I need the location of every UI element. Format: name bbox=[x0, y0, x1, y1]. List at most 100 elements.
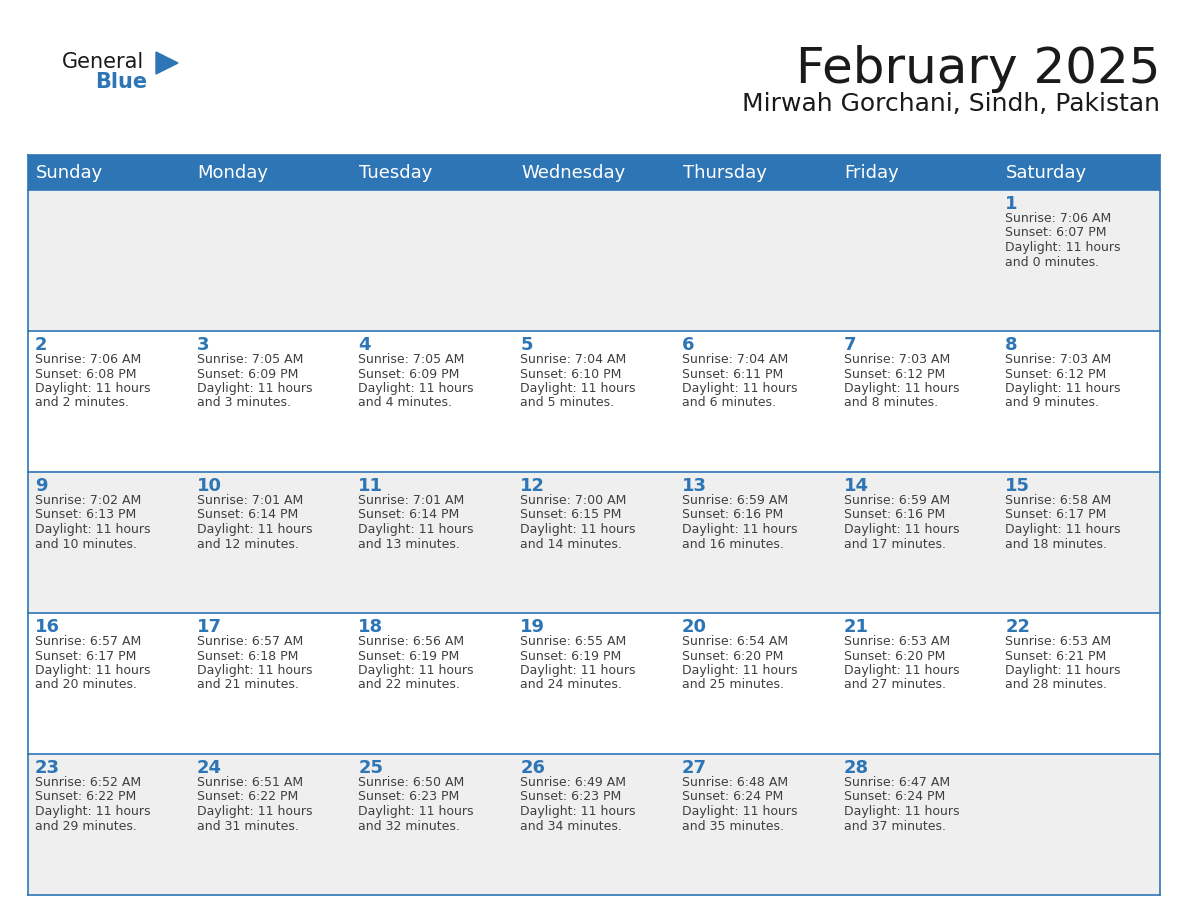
Text: and 20 minutes.: and 20 minutes. bbox=[34, 678, 137, 691]
Text: Sunset: 6:21 PM: Sunset: 6:21 PM bbox=[1005, 650, 1106, 663]
Bar bbox=[29, 155, 1159, 190]
Text: Sunrise: 7:05 AM: Sunrise: 7:05 AM bbox=[359, 353, 465, 366]
Text: 3: 3 bbox=[197, 336, 209, 354]
Text: Daylight: 11 hours: Daylight: 11 hours bbox=[197, 382, 312, 395]
Text: Sunrise: 7:06 AM: Sunrise: 7:06 AM bbox=[1005, 212, 1112, 225]
Text: Sunrise: 7:00 AM: Sunrise: 7:00 AM bbox=[520, 494, 626, 507]
Text: and 12 minutes.: and 12 minutes. bbox=[197, 538, 298, 551]
Text: Sunset: 6:09 PM: Sunset: 6:09 PM bbox=[197, 367, 298, 380]
Text: Sunset: 6:19 PM: Sunset: 6:19 PM bbox=[520, 650, 621, 663]
Text: and 16 minutes.: and 16 minutes. bbox=[682, 538, 784, 551]
Text: 19: 19 bbox=[520, 618, 545, 636]
Text: Sunset: 6:14 PM: Sunset: 6:14 PM bbox=[197, 509, 298, 521]
Text: Daylight: 11 hours: Daylight: 11 hours bbox=[843, 382, 959, 395]
Text: 26: 26 bbox=[520, 759, 545, 777]
Text: Sunset: 6:17 PM: Sunset: 6:17 PM bbox=[34, 650, 137, 663]
Text: Sunrise: 6:50 AM: Sunrise: 6:50 AM bbox=[359, 776, 465, 789]
Bar bbox=[29, 754, 1159, 895]
Text: Sunrise: 6:52 AM: Sunrise: 6:52 AM bbox=[34, 776, 141, 789]
Text: Sunset: 6:23 PM: Sunset: 6:23 PM bbox=[359, 790, 460, 803]
Text: and 3 minutes.: and 3 minutes. bbox=[197, 397, 291, 409]
Text: 4: 4 bbox=[359, 336, 371, 354]
Text: 15: 15 bbox=[1005, 477, 1030, 495]
Text: Sunset: 6:13 PM: Sunset: 6:13 PM bbox=[34, 509, 137, 521]
Text: Sunrise: 6:53 AM: Sunrise: 6:53 AM bbox=[1005, 635, 1112, 648]
Text: 17: 17 bbox=[197, 618, 222, 636]
Text: and 18 minutes.: and 18 minutes. bbox=[1005, 538, 1107, 551]
Text: February 2025: February 2025 bbox=[796, 45, 1159, 93]
Text: 13: 13 bbox=[682, 477, 707, 495]
Text: Sunset: 6:20 PM: Sunset: 6:20 PM bbox=[843, 650, 944, 663]
Text: Sunrise: 7:03 AM: Sunrise: 7:03 AM bbox=[1005, 353, 1112, 366]
Text: 6: 6 bbox=[682, 336, 694, 354]
Text: Sunset: 6:16 PM: Sunset: 6:16 PM bbox=[682, 509, 783, 521]
Text: and 24 minutes.: and 24 minutes. bbox=[520, 678, 623, 691]
Text: 7: 7 bbox=[843, 336, 857, 354]
Text: Sunset: 6:12 PM: Sunset: 6:12 PM bbox=[1005, 367, 1106, 380]
Text: Sunset: 6:11 PM: Sunset: 6:11 PM bbox=[682, 367, 783, 380]
Text: 18: 18 bbox=[359, 618, 384, 636]
Text: Daylight: 11 hours: Daylight: 11 hours bbox=[843, 805, 959, 818]
Text: Daylight: 11 hours: Daylight: 11 hours bbox=[843, 523, 959, 536]
Text: Sunset: 6:18 PM: Sunset: 6:18 PM bbox=[197, 650, 298, 663]
Text: Sunset: 6:24 PM: Sunset: 6:24 PM bbox=[843, 790, 944, 803]
Text: Sunset: 6:22 PM: Sunset: 6:22 PM bbox=[197, 790, 298, 803]
Text: Daylight: 11 hours: Daylight: 11 hours bbox=[34, 805, 151, 818]
Text: 9: 9 bbox=[34, 477, 48, 495]
Text: Sunrise: 7:01 AM: Sunrise: 7:01 AM bbox=[197, 494, 303, 507]
Text: 25: 25 bbox=[359, 759, 384, 777]
Text: 11: 11 bbox=[359, 477, 384, 495]
Text: Sunset: 6:23 PM: Sunset: 6:23 PM bbox=[520, 790, 621, 803]
Text: Sunrise: 6:59 AM: Sunrise: 6:59 AM bbox=[682, 494, 788, 507]
Text: and 28 minutes.: and 28 minutes. bbox=[1005, 678, 1107, 691]
Text: Sunset: 6:09 PM: Sunset: 6:09 PM bbox=[359, 367, 460, 380]
Text: Wednesday: Wednesday bbox=[522, 163, 625, 182]
Text: Sunset: 6:24 PM: Sunset: 6:24 PM bbox=[682, 790, 783, 803]
Text: Daylight: 11 hours: Daylight: 11 hours bbox=[1005, 382, 1120, 395]
Text: 24: 24 bbox=[197, 759, 222, 777]
Text: and 27 minutes.: and 27 minutes. bbox=[843, 678, 946, 691]
Text: Sunset: 6:14 PM: Sunset: 6:14 PM bbox=[359, 509, 460, 521]
Text: Sunrise: 6:53 AM: Sunrise: 6:53 AM bbox=[843, 635, 949, 648]
Text: and 6 minutes.: and 6 minutes. bbox=[682, 397, 776, 409]
Text: General: General bbox=[62, 52, 144, 72]
Text: and 22 minutes.: and 22 minutes. bbox=[359, 678, 460, 691]
Text: Sunset: 6:08 PM: Sunset: 6:08 PM bbox=[34, 367, 137, 380]
Text: Sunrise: 7:05 AM: Sunrise: 7:05 AM bbox=[197, 353, 303, 366]
Text: Daylight: 11 hours: Daylight: 11 hours bbox=[1005, 241, 1120, 254]
Text: Sunset: 6:07 PM: Sunset: 6:07 PM bbox=[1005, 227, 1107, 240]
Text: Daylight: 11 hours: Daylight: 11 hours bbox=[359, 664, 474, 677]
Polygon shape bbox=[156, 52, 178, 74]
Text: Sunset: 6:17 PM: Sunset: 6:17 PM bbox=[1005, 509, 1107, 521]
Bar bbox=[29, 472, 1159, 613]
Text: and 14 minutes.: and 14 minutes. bbox=[520, 538, 623, 551]
Text: Daylight: 11 hours: Daylight: 11 hours bbox=[520, 382, 636, 395]
Text: Sunrise: 6:55 AM: Sunrise: 6:55 AM bbox=[520, 635, 626, 648]
Text: 12: 12 bbox=[520, 477, 545, 495]
Text: and 2 minutes.: and 2 minutes. bbox=[34, 397, 129, 409]
Text: and 4 minutes.: and 4 minutes. bbox=[359, 397, 453, 409]
Text: 23: 23 bbox=[34, 759, 61, 777]
Text: 22: 22 bbox=[1005, 618, 1030, 636]
Text: and 35 minutes.: and 35 minutes. bbox=[682, 820, 784, 833]
Text: Blue: Blue bbox=[95, 72, 147, 92]
Text: Tuesday: Tuesday bbox=[360, 163, 432, 182]
Text: and 13 minutes.: and 13 minutes. bbox=[359, 538, 460, 551]
Text: Sunrise: 6:57 AM: Sunrise: 6:57 AM bbox=[197, 635, 303, 648]
Text: Daylight: 11 hours: Daylight: 11 hours bbox=[34, 523, 151, 536]
Text: Sunrise: 7:01 AM: Sunrise: 7:01 AM bbox=[359, 494, 465, 507]
Text: and 29 minutes.: and 29 minutes. bbox=[34, 820, 137, 833]
Text: 16: 16 bbox=[34, 618, 61, 636]
Text: Sunset: 6:20 PM: Sunset: 6:20 PM bbox=[682, 650, 783, 663]
Text: Sunrise: 6:47 AM: Sunrise: 6:47 AM bbox=[843, 776, 949, 789]
Text: Daylight: 11 hours: Daylight: 11 hours bbox=[359, 382, 474, 395]
Text: Daylight: 11 hours: Daylight: 11 hours bbox=[682, 523, 797, 536]
Text: Daylight: 11 hours: Daylight: 11 hours bbox=[682, 805, 797, 818]
Text: and 10 minutes.: and 10 minutes. bbox=[34, 538, 137, 551]
Text: Daylight: 11 hours: Daylight: 11 hours bbox=[520, 523, 636, 536]
Text: and 5 minutes.: and 5 minutes. bbox=[520, 397, 614, 409]
Text: Sunrise: 6:51 AM: Sunrise: 6:51 AM bbox=[197, 776, 303, 789]
Text: Sunrise: 7:02 AM: Sunrise: 7:02 AM bbox=[34, 494, 141, 507]
Text: Daylight: 11 hours: Daylight: 11 hours bbox=[197, 664, 312, 677]
Text: Daylight: 11 hours: Daylight: 11 hours bbox=[359, 805, 474, 818]
